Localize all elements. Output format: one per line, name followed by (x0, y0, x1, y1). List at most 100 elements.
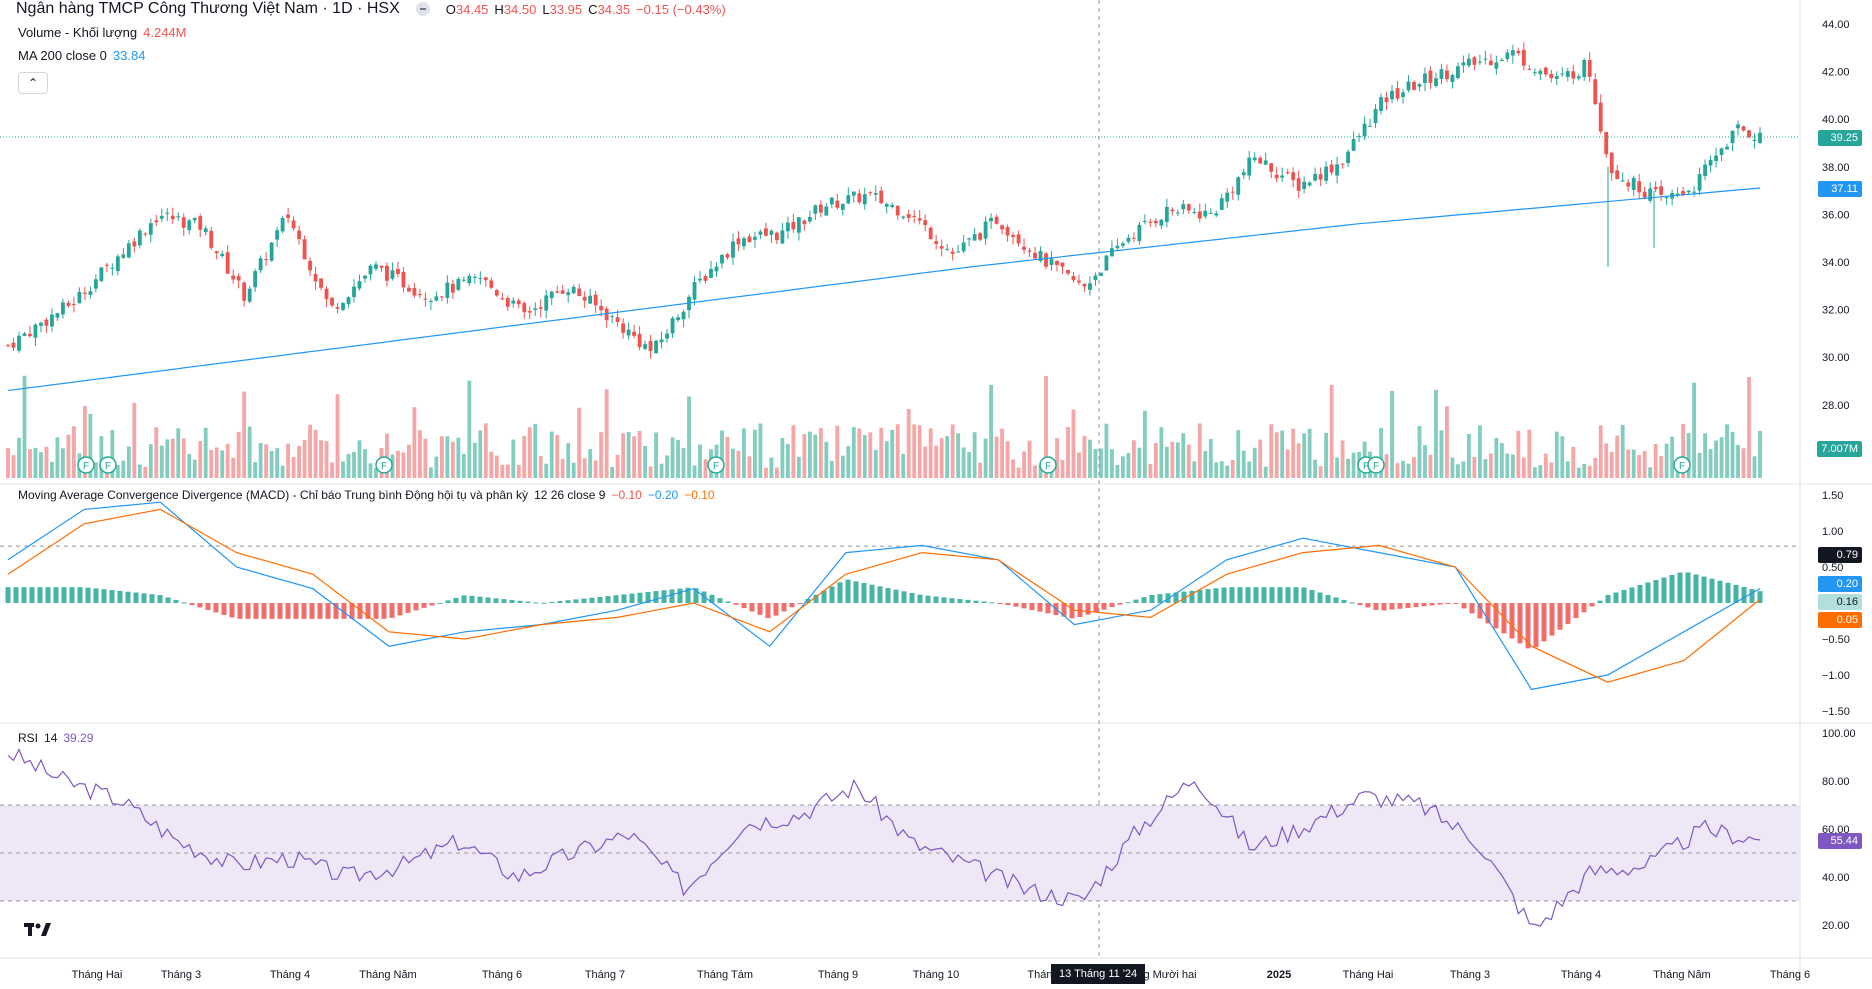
volume-bar (527, 427, 532, 478)
volume-bar (769, 457, 774, 478)
macd-histogram-bar (605, 596, 611, 603)
tradingview-logo-icon[interactable] (24, 920, 52, 940)
dividend-marker-circle (77, 456, 95, 474)
macd-histogram-bar (133, 592, 139, 603)
volume-bar (407, 444, 411, 478)
candle-body (1077, 280, 1081, 283)
candle-body (1406, 81, 1411, 91)
macd-histogram-bar (557, 601, 563, 603)
volume-bar (220, 450, 225, 478)
volume-legend[interactable]: Volume - Khối lượng 4.244M (18, 25, 187, 40)
candle-body (1329, 164, 1334, 173)
volume-bar (939, 438, 944, 478)
macd-legend[interactable]: Moving Average Convergence Divergence (M… (18, 488, 715, 502)
volume-bar (170, 438, 175, 478)
macd-histogram-bar (1317, 592, 1323, 603)
dividend-marker-label: F (713, 461, 719, 472)
candle-body (143, 233, 148, 235)
legend-eye-icon[interactable] (415, 2, 430, 16)
macd-histogram-bar (829, 586, 835, 603)
volume-bar (1648, 467, 1653, 478)
macd-histogram-bar (997, 603, 1003, 604)
candle-body (1197, 211, 1202, 219)
candle-body (1747, 130, 1751, 138)
volume-bar (1560, 436, 1565, 478)
ohlc-close: C34.35 (588, 1, 631, 17)
candle-body (923, 220, 928, 226)
candle-body (319, 278, 323, 288)
dividend-marker: F (77, 456, 95, 474)
macd-tag-3: 0.16 (1818, 594, 1862, 610)
volume-bar (1203, 451, 1208, 478)
candle-body (1549, 73, 1554, 79)
volume-bar (110, 430, 115, 478)
candle-body (1456, 66, 1460, 78)
volume-bar (159, 445, 164, 478)
candle-body (22, 333, 27, 336)
candle-body (1565, 71, 1570, 77)
volume-bar (33, 447, 38, 478)
ma-legend[interactable]: MA 200 close 0 33.84 (18, 48, 145, 63)
candle-body (132, 241, 137, 247)
volume-bar (934, 445, 939, 478)
candle-body (423, 298, 428, 300)
candle-body (1488, 60, 1493, 66)
volume-bar (115, 465, 120, 478)
macd-histogram-bar (1037, 603, 1043, 612)
macd-histogram-bar (1021, 603, 1027, 609)
volume-bar (720, 430, 724, 478)
candle-body (170, 215, 175, 220)
macd-histogram-bar (933, 596, 939, 603)
candle-body (335, 307, 340, 309)
collapse-legend-button[interactable]: ⌃ (18, 72, 48, 94)
volume-bar (154, 427, 159, 478)
dividend-marker-label: F (1373, 461, 1379, 472)
dividend-marker-circle (375, 456, 393, 474)
dividend-marker-label: F (105, 461, 111, 472)
candle-body (28, 333, 32, 337)
macd-histogram-bar (1589, 603, 1595, 607)
volume-label: Volume - Khối lượng (18, 25, 138, 40)
macd-histogram-bar (85, 587, 91, 603)
candle-body (1620, 180, 1625, 182)
candle-body (1445, 70, 1449, 80)
candle-body (330, 297, 334, 306)
candle-body (868, 192, 873, 194)
volume-bar (917, 425, 922, 478)
macd-histogram-bar (1517, 603, 1523, 644)
candle-body (709, 268, 713, 278)
candle-body (1324, 166, 1329, 181)
volume-bar (1527, 429, 1532, 478)
candle-body (807, 217, 812, 222)
candle-body (461, 279, 466, 281)
volume-bar (670, 437, 675, 478)
candle-body (610, 316, 615, 318)
macd-tag-1: 0.79 (1818, 547, 1862, 563)
price-tick-label: 30.00 (1822, 352, 1850, 364)
last-price-tag: 39.25 (1818, 130, 1862, 146)
volume-bar (269, 451, 274, 478)
candle-body (1472, 57, 1477, 65)
volume-bar (225, 443, 230, 478)
candle-body (66, 302, 71, 306)
candle-body (280, 217, 285, 232)
macd-tick-label: 1.00 (1822, 526, 1843, 538)
macd-histogram-bar (677, 588, 683, 603)
candle-body (1417, 84, 1422, 87)
rsi-legend[interactable]: RSI 14 39.29 (18, 731, 93, 745)
volume-bar (308, 424, 312, 478)
macd-histogram-bar (1237, 587, 1243, 603)
volume-bar (209, 449, 214, 478)
macd-histogram-bar (845, 579, 851, 603)
volume-bar (725, 436, 730, 478)
candle-body (654, 340, 658, 354)
macd-histogram-bar (853, 581, 859, 603)
volume-bar (165, 439, 170, 478)
volume-bar (994, 436, 999, 478)
macd-histogram-bar (1485, 603, 1491, 624)
macd-histogram-bar (1749, 589, 1755, 603)
volume-bar (439, 436, 444, 478)
candle-body (742, 238, 746, 247)
candle-body (1033, 252, 1037, 259)
